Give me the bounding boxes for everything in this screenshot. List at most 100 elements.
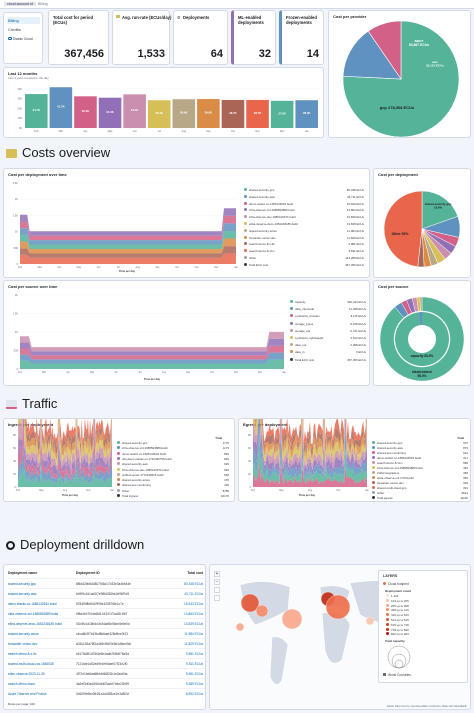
legend-item[interactable]: obs.demo.elastic.co-1722436795 build <box>117 456 172 461</box>
legend-item[interactable]: infra-observe-dev-1685419374 build <box>117 467 168 472</box>
legend-item[interactable]: Total ECU cost <box>244 262 268 267</box>
table-row[interactable]: shared-security-gcp 8f64d2bb8d4807f06a17d… <box>8 578 205 588</box>
deployment-name-link[interactable]: shared-security-azure <box>8 632 39 636</box>
legend-item[interactable]: data_out <box>290 343 306 347</box>
table-row[interactable]: demo.elastic.co-1686132634 build 9784f0ff… <box>8 598 205 608</box>
legend-item[interactable]: data_intercode <box>290 307 314 311</box>
legend-item[interactable]: shared-security-azure <box>117 478 150 482</box>
legend-item[interactable]: shared-security-gcp <box>117 441 147 445</box>
sidebar-item-credits[interactable]: Credits <box>8 27 21 32</box>
table-row[interactable]: search-demo-8-x-9x c6175d5f1d75f4e5e4ade2… <box>8 648 205 658</box>
legend-item[interactable]: shared-security-aws <box>117 462 148 466</box>
legend-item[interactable]: infra-observe-cnl-1686594889 build <box>372 466 422 470</box>
breadcrumb-home[interactable]: cloud.account.id <box>4 2 36 6</box>
table-row[interactable]: search-demo-cisco 4a2ef3d0ad4f1bde4f2acbf… <box>8 678 205 688</box>
legend-item[interactable]: shared-sec-monitoring <box>372 451 406 455</box>
legend-item[interactable]: Other <box>372 491 384 495</box>
total-cost: 8,952 ECUs <box>185 692 203 696</box>
sidebar-item-billing[interactable]: Billing <box>7 17 40 24</box>
legend-item[interactable]: infra-observe-cnl-1686594889-build <box>117 446 168 450</box>
table-row[interactable]: infra-observe-cnl-1686594889 build 9f8d4b… <box>8 608 205 618</box>
legend-item[interactable]: shared-security-aws <box>244 194 275 199</box>
deployment-name-link[interactable]: demo.elastic.co-1686132634 build <box>8 602 57 606</box>
legend-item[interactable]: shared-security-gcp <box>372 441 402 445</box>
legend-label: shared-sec-monitoring <box>377 451 406 455</box>
legend-item[interactable]: infra-observe-cnl-1686594889 build <box>244 208 294 212</box>
legend-item[interactable]: search-demo-8.13.x <box>244 249 275 253</box>
legend-item[interactable]: demo.elastic.co-1686132634 build <box>372 456 421 460</box>
legend-item[interactable]: shared-security-aws <box>372 446 403 450</box>
legend-item[interactable]: demo.elastic.co-1686132634 build <box>244 201 293 206</box>
legend-item[interactable]: search-demo-8.13.x <box>372 461 403 465</box>
deployment-name-link[interactable]: shared-multi-cloud-ccs-1646038 <box>8 662 54 666</box>
legend-item[interactable]: synthetics_browser <box>290 314 320 318</box>
table-row[interactable]: Azure Observe and Protect 3d1f09e9bc084f1… <box>8 688 205 698</box>
deployment-name-link[interactable]: shared-security-aws <box>8 592 37 596</box>
area-series <box>18 419 112 467</box>
legend-item[interactable]: Other <box>244 256 256 260</box>
legend-swatch <box>290 350 293 354</box>
legend-item[interactable]: elitra-observe-cnl-1703-build <box>372 476 414 480</box>
legend-item[interactable]: infra-observe-dev-1685419374 build <box>244 215 295 219</box>
legend-item[interactable]: storage_api <box>290 328 310 333</box>
deployment-name-link[interactable]: infra-observe-cnl-1686594889 build <box>8 612 59 616</box>
bucket-swatch <box>386 622 389 626</box>
col-id-header[interactable]: Deployment ID <box>76 571 100 575</box>
legend-item[interactable]: Total ECU cost <box>290 357 314 362</box>
legend-item[interactable]: data_in <box>290 350 304 354</box>
x-tick-label: Jul <box>117 266 121 269</box>
deployment-name-link[interactable]: shared-security-gcp <box>8 582 36 586</box>
legend-item[interactable]: shared-multi-cloud-gcp <box>372 486 406 490</box>
legend-bucket: 718 up to 820 <box>386 627 409 632</box>
fullscreen-button[interactable] <box>214 587 220 593</box>
table-row[interactable]: eden-observe-2023-11-30 4f72e1be8aa6fb6bf… <box>8 668 205 678</box>
legend-item[interactable]: shared-security-azure <box>244 228 277 233</box>
world-countries-layer[interactable]: World Countries <box>383 673 411 677</box>
legend-item[interactable]: capacity <box>290 300 306 304</box>
bar <box>98 97 122 128</box>
zoom-out-button[interactable]: − <box>214 579 220 585</box>
col-cost-header[interactable]: Total cost <box>187 571 203 575</box>
deployment-name-link[interactable]: Azure Observe and Protect <box>8 692 47 696</box>
deployment-name-link[interactable]: search-demo-8-x-9x <box>8 652 37 656</box>
deployment-bubble <box>255 604 269 618</box>
drilldown-section-title: Deployment drilldown <box>6 537 144 552</box>
draw-button[interactable] <box>214 595 220 601</box>
breadcrumb-page[interactable]: Billing <box>38 2 48 6</box>
legend-item[interactable]: search-demo-8-x-9x <box>244 242 275 246</box>
area-series <box>253 419 367 472</box>
table-row[interactable]: shared-security-aws b49f9c2d1ab2f7e98fd33… <box>8 588 205 598</box>
table-row[interactable]: forwarder-vector-dev a03c136a7f82a4b9c9b0… <box>8 638 205 648</box>
legend-item[interactable]: shared-security-gcp <box>244 188 274 192</box>
zoom-in-button[interactable]: + <box>214 571 220 577</box>
legend-swatch <box>372 446 375 449</box>
legend-item[interactable]: CHM integrations <box>372 471 399 475</box>
table-row[interactable]: shared-security-azure c4ca6b3f7b43bd8b6ae… <box>8 628 205 638</box>
legend-value: 9,811 ECUs <box>348 249 364 254</box>
legend-item[interactable]: elitra-deserve-deco-1652248185-build <box>244 222 298 226</box>
legend-item[interactable]: forwarder-vector-dev <box>372 481 404 485</box>
legend-item[interactable]: unified-vector-1770136615 build <box>117 472 163 477</box>
legend-item[interactable]: forwarder-vector-dev <box>244 235 276 240</box>
deployment-name-link[interactable]: eden-observe-2023-11-30 <box>8 672 45 676</box>
rows-per-page[interactable]: Rows per page: 100 <box>8 702 35 706</box>
legend-item[interactable]: Other <box>117 488 129 493</box>
legend-item[interactable]: Total ingress <box>117 494 138 498</box>
table-row[interactable]: elitra-deserve-deco-1652248185 build 01b5… <box>8 618 205 628</box>
legend-item[interactable]: synthetics_lightweight <box>290 336 323 340</box>
table-row[interactable]: shared-multi-cloud-ccs-1646038 7121fae1d6… <box>8 658 205 668</box>
metric-value: 367,456 <box>64 48 104 60</box>
area-series <box>20 345 284 360</box>
x-tick-label: Jan <box>234 266 239 269</box>
deployment-name-link[interactable]: elitra-deserve-deco-1652248185 build <box>8 622 62 626</box>
col-name-header[interactable]: Deployment name <box>8 571 38 575</box>
legend-item[interactable]: storage_bytes <box>290 321 313 326</box>
credit-toggle[interactable]: Elastic Cloud <box>8 37 33 41</box>
legend-item[interactable]: demo.elastic.co-1686132634 build <box>117 451 166 456</box>
layer-item[interactable]: Cloud footprint <box>383 582 409 586</box>
legend-item[interactable]: shared-sec-monitoring <box>117 483 151 487</box>
legend-item[interactable]: Total egress <box>372 496 393 500</box>
deployment-name-link[interactable]: forwarder-vector-dev <box>8 642 38 646</box>
deployment-name-link[interactable]: search-demo-cisco <box>8 682 35 686</box>
x-tick-label: Dec <box>214 266 219 269</box>
